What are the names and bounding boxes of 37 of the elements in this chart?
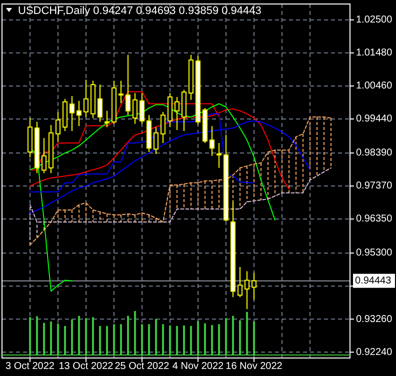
candlestick — [168, 92, 172, 128]
y-tick-label: 0.99440 — [356, 114, 393, 125]
candlestick — [160, 111, 166, 144]
candlestick — [210, 126, 214, 156]
candlestick — [252, 272, 256, 300]
candlestick — [126, 54, 130, 116]
x-tick-label: 25 Oct 2022 — [114, 361, 170, 372]
y-tick-label: 1.01480 — [356, 48, 393, 59]
ref-line-label: 0.94443 — [355, 275, 392, 286]
candlestick — [70, 95, 74, 132]
candlestick — [42, 138, 46, 174]
chart-title: USDCHF,Daily 0.94247 0.94693 0.93859 0.94443 — [18, 5, 262, 17]
x-tick-label: 3 Oct 2022 — [6, 361, 55, 372]
candlestick — [104, 110, 110, 128]
candlestick — [132, 92, 138, 124]
y-tick-label: 0.98390 — [356, 148, 393, 159]
candlestick — [76, 100, 82, 127]
candlestick — [84, 79, 88, 118]
candlestick — [140, 92, 144, 124]
candlestick — [56, 111, 60, 142]
y-tick-label: 1.00460 — [356, 80, 393, 92]
candlestick — [216, 142, 222, 168]
y-tick-label: 0.97370 — [356, 180, 393, 192]
candlestick — [238, 266, 242, 298]
y-tick-label: 1.02500 — [356, 14, 393, 26]
candlestick — [118, 80, 124, 104]
x-tick-label: 16 Nov 2022 — [226, 361, 283, 372]
y-tick-label: 0.96350 — [356, 214, 393, 225]
y-tick-label: 0.93260 — [356, 314, 393, 325]
y-tick-label: 0.92240 — [356, 346, 393, 358]
candlestick — [244, 270, 250, 310]
candlestick — [154, 126, 158, 154]
y-tick-label: 0.95300 — [356, 248, 393, 259]
x-tick-label: 4 Nov 2022 — [172, 361, 224, 372]
x-tick-label: 13 Oct 2022 — [58, 361, 114, 372]
candlestick — [174, 96, 180, 130]
candlestick — [98, 84, 102, 122]
